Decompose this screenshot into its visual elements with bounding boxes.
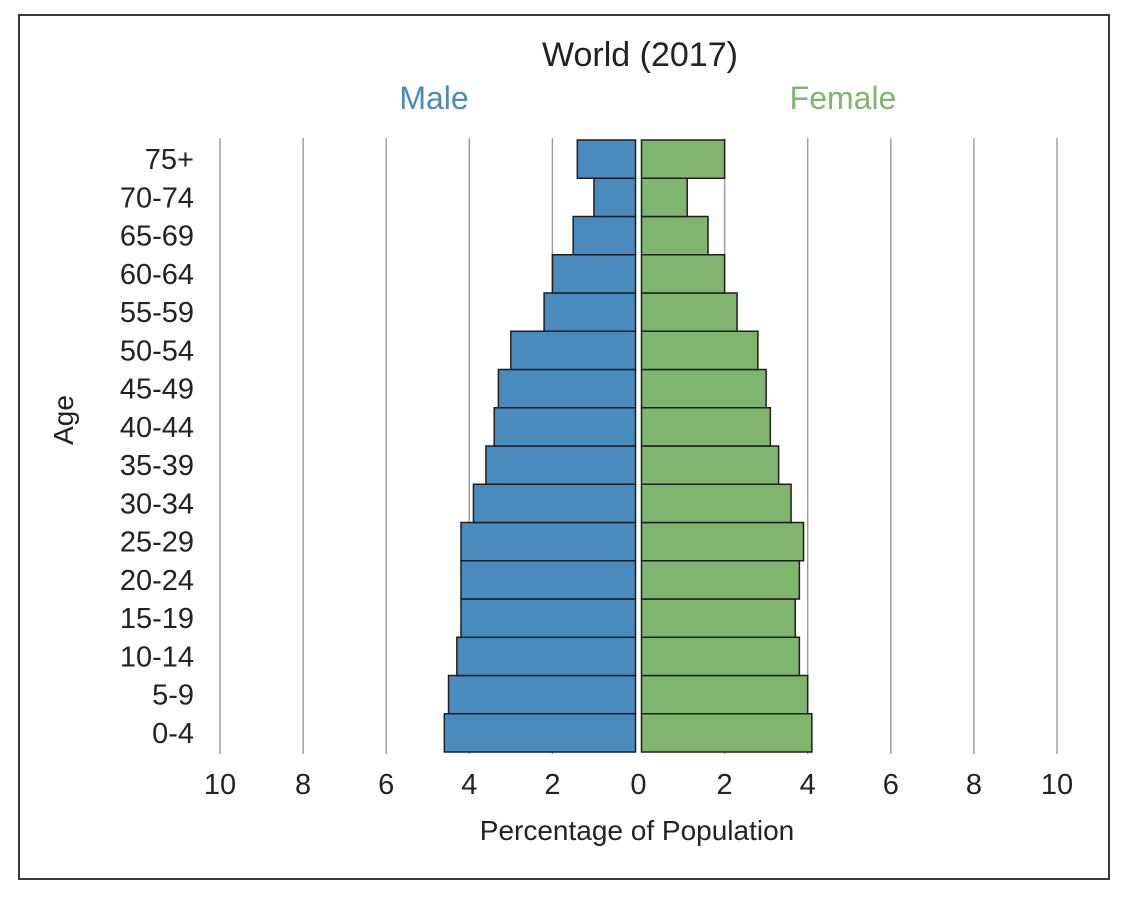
y-tick-label: 20-24: [120, 565, 194, 597]
female-side-label: Female: [790, 80, 897, 116]
female-bar: [640, 674, 809, 715]
y-tick-label: 10-14: [120, 641, 194, 673]
y-tick-label: 30-34: [120, 488, 194, 520]
gridlines: [219, 138, 1058, 754]
y-tick-label: 50-54: [120, 335, 194, 367]
x-tick-label: 6: [378, 769, 394, 801]
female-bar: [640, 215, 709, 256]
x-tick-label: 10: [1041, 769, 1073, 801]
x-tick-label: 8: [295, 769, 311, 801]
bars: [443, 139, 813, 753]
x-tick-label: 10: [204, 769, 236, 801]
x-tick-label: 6: [883, 769, 899, 801]
female-bar: [640, 254, 726, 294]
y-tick-label: 5-9: [152, 680, 194, 712]
male-bar: [443, 713, 637, 753]
y-tick-label: 65-69: [120, 221, 194, 253]
female-bar: [640, 330, 759, 371]
female-bar: [640, 521, 805, 562]
population-pyramid-chart: 0-4 5-9 10-14 15-19 20-24 25-29 30-34 35-39 40-4…: [48, 36, 1073, 846]
female-bar: [640, 713, 813, 753]
male-bar: [456, 636, 637, 677]
female-bar: [640, 560, 801, 600]
male-bar: [576, 139, 637, 179]
female-bar: [640, 483, 792, 524]
female-bar: [640, 407, 772, 447]
male-bar: [485, 445, 637, 485]
y-tick-label: 25-29: [120, 527, 194, 559]
female-bar: [640, 636, 801, 677]
male-bar: [497, 368, 637, 409]
male-bar: [593, 177, 637, 218]
female-bar: [640, 368, 767, 409]
male-side-label: Male: [399, 80, 468, 116]
male-bar: [460, 521, 637, 562]
male-bar: [472, 483, 637, 524]
x-tick-label: 4: [461, 769, 477, 801]
y-tick-label: 35-39: [120, 450, 194, 482]
x-axis-label: Percentage of Population: [480, 815, 794, 846]
female-bar: [640, 177, 688, 218]
y-tick-label: 40-44: [120, 412, 194, 444]
y-axis-label: Age: [48, 395, 79, 445]
y-tick-label: 70-74: [120, 182, 194, 214]
x-tick-label: 2: [544, 769, 560, 801]
male-bar: [447, 674, 637, 715]
y-tick-label: 60-64: [120, 259, 194, 291]
labels: 0-4 5-9 10-14 15-19 20-24 25-29 30-34 35-39 40-4…: [48, 36, 1073, 846]
x-tick-label: 2: [717, 769, 733, 801]
x-tick-label: 0: [630, 769, 646, 801]
y-tick-label: 0-4: [152, 718, 194, 750]
male-bar: [460, 598, 637, 638]
male-bar: [551, 254, 637, 294]
female-bar: [640, 598, 796, 638]
y-tick-label: 15-19: [120, 603, 194, 635]
male-bar: [460, 560, 637, 600]
y-tick-label: 55-59: [120, 297, 194, 329]
female-bar: [640, 292, 738, 332]
y-tick-label: 45-49: [120, 374, 194, 406]
chart-frame: 0-4 5-9 10-14 15-19 20-24 25-29 30-34 35-39 40-4…: [18, 14, 1110, 880]
x-tick-label: 4: [800, 769, 816, 801]
x-tick-label: 8: [966, 769, 982, 801]
male-bar: [493, 407, 637, 447]
female-bar: [640, 445, 780, 485]
male-bar: [572, 215, 637, 256]
female-bar: [640, 139, 726, 179]
y-tick-label: 75+: [145, 144, 194, 176]
male-bar: [510, 330, 637, 371]
chart-title: World (2017): [542, 36, 738, 74]
male-bar: [543, 292, 637, 332]
